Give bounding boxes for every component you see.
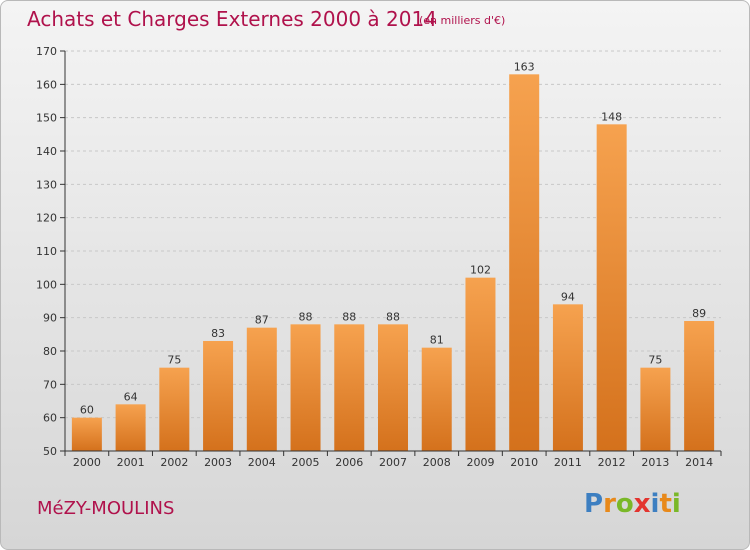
y-tick-label: 110 xyxy=(36,245,57,258)
data-label-2005: 88 xyxy=(299,310,313,323)
bar-2002 xyxy=(159,367,190,451)
x-tick-label-2011: 2011 xyxy=(554,456,582,469)
y-tick-label: 60 xyxy=(43,412,57,425)
bar-2010 xyxy=(509,74,540,451)
x-tick-label-2009: 2009 xyxy=(466,456,494,469)
y-tick-label: 170 xyxy=(36,45,57,58)
brand-letter: i xyxy=(671,489,681,519)
brand-letter: t xyxy=(659,489,672,519)
y-tick-label: 140 xyxy=(36,145,57,158)
x-tick-label-2014: 2014 xyxy=(685,456,713,469)
data-label-2003: 83 xyxy=(211,327,225,340)
bars xyxy=(71,74,715,451)
bar-2012 xyxy=(596,124,627,451)
bar-2014 xyxy=(684,321,715,451)
bar-2005 xyxy=(290,324,321,451)
bar-2011 xyxy=(552,304,583,451)
y-tick-label: 80 xyxy=(43,345,57,358)
bar-2009 xyxy=(465,277,496,451)
brand-letter: x xyxy=(633,489,651,519)
x-tick-label-2010: 2010 xyxy=(510,456,538,469)
x-tick-label-2008: 2008 xyxy=(423,456,451,469)
axes: 50 60 70 80 90 100 110 120 130 140 150 160 170 2000 20… xyxy=(36,45,722,469)
x-tick-label-2004: 2004 xyxy=(248,456,276,469)
data-label-2000: 60 xyxy=(80,404,94,417)
y-tick-label: 100 xyxy=(36,278,57,291)
brand-letter: P xyxy=(584,489,604,519)
data-labels: 60 64 75 83 87 88 88 88 81 102 163 94 148 75 89 xyxy=(80,60,706,416)
y-tick-label: 150 xyxy=(36,112,57,125)
y-tick-label: 130 xyxy=(36,178,57,191)
chart-title: Achats et Charges Externes 2000 à 2014 xyxy=(27,7,437,31)
brand-logo: Proxiti xyxy=(584,489,681,519)
x-tick-label-2003: 2003 xyxy=(204,456,232,469)
y-tick-label: 120 xyxy=(36,212,57,225)
data-label-2014: 89 xyxy=(692,307,706,320)
x-tick-label-2001: 2001 xyxy=(117,456,145,469)
brand-letter: o xyxy=(615,489,634,519)
data-label-2004: 87 xyxy=(255,314,269,327)
commune-name: MéZY-MOULINS xyxy=(37,498,175,519)
data-label-2001: 64 xyxy=(124,390,138,403)
bar-2000 xyxy=(71,417,102,451)
brand-letter: i xyxy=(650,489,660,519)
x-tick-label-2013: 2013 xyxy=(641,456,669,469)
x-tick-label-2002: 2002 xyxy=(160,456,188,469)
brand-letter: r xyxy=(603,489,616,519)
bar-2003 xyxy=(203,341,234,451)
bar-2004 xyxy=(246,327,277,451)
x-tick-label-2007: 2007 xyxy=(379,456,407,469)
y-tick-label: 50 xyxy=(43,445,57,458)
x-tick-label-2012: 2012 xyxy=(598,456,626,469)
y-tick-label: 90 xyxy=(43,312,57,325)
data-label-2007: 88 xyxy=(386,310,400,323)
x-tick-label-2006: 2006 xyxy=(335,456,363,469)
bar-2013 xyxy=(640,367,671,451)
data-label-2008: 81 xyxy=(430,334,444,347)
chart-subtitle: (en milliers d'€) xyxy=(419,14,506,27)
bar-2006 xyxy=(334,324,365,451)
data-label-2006: 88 xyxy=(342,310,356,323)
x-tick-label-2005: 2005 xyxy=(292,456,320,469)
bar-2001 xyxy=(115,404,146,451)
x-tick-label-2000: 2000 xyxy=(73,456,101,469)
bar-2008 xyxy=(421,347,452,451)
data-label-2002: 75 xyxy=(167,354,181,367)
data-label-2010: 163 xyxy=(514,60,535,73)
data-label-2009: 102 xyxy=(470,264,491,277)
data-label-2011: 94 xyxy=(561,290,575,303)
y-tick-label: 160 xyxy=(36,78,57,91)
bar-2007 xyxy=(378,324,408,451)
data-label-2012: 148 xyxy=(601,110,622,123)
y-tick-label: 70 xyxy=(43,378,57,391)
data-label-2013: 75 xyxy=(648,354,662,367)
